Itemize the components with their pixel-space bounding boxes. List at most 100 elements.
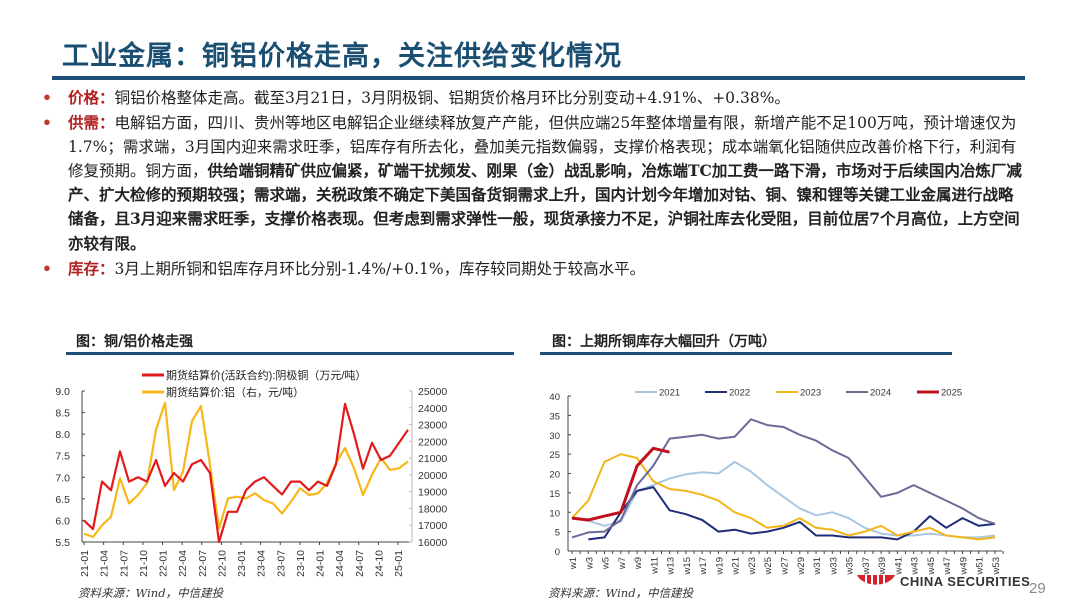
slide-title: 工业金属：铜铝价格走高，关注供给变化情况: [62, 41, 622, 72]
shfe-copper-inventory-chart: 40 35 30 25 20 15 10 5 0 w1 w3 w5 w7 w9 w11 w13 w15 w17 w1…: [549, 388, 1004, 575]
left-figure-title: 图：铜/铝价格走强: [76, 334, 194, 350]
legend-label: 2025: [941, 388, 962, 399]
x-tick-label: 24-04: [334, 550, 346, 577]
brand-name: CHINA SECURITIES: [900, 574, 1031, 589]
y2-tick-label: 20000: [418, 470, 447, 482]
x-tick-label: w3: [584, 557, 595, 570]
x-tick-label: w37: [861, 557, 872, 575]
x-tick-label: 24-10: [373, 550, 385, 577]
x-tick-label: w43: [910, 557, 921, 575]
legend-label: 期货结算价:铝（右，元/吨）: [166, 385, 304, 399]
y-tick-label: 9.0: [55, 386, 70, 398]
x-tick-label: 25-01: [393, 550, 405, 577]
x-tick-label: 21-07: [118, 550, 130, 577]
x-tick-label: w45: [926, 557, 937, 575]
bullet-supply-demand: • 供需：电解铝方面，四川、贵州等地区电解铝企业继续释放复产产能，但供应端25年…: [42, 111, 1022, 256]
bullet-dot-icon: •: [42, 113, 52, 133]
bullet-key: 库存：: [68, 259, 115, 279]
x-tick-label: w39: [877, 557, 888, 575]
x-tick-label: w5: [601, 557, 612, 570]
y-tick-label: 35: [549, 411, 560, 422]
y-tick-label: 8.5: [55, 408, 70, 420]
bullet-dot-icon: •: [42, 88, 52, 107]
x-tick-label: w7: [617, 557, 628, 570]
y-tick-label: 15: [549, 489, 560, 500]
x-tick-label: w25: [763, 557, 774, 575]
bullet-inventory: • 库存：3月上期所铜和铝库存月环比分别-1.4%/+0.1%，库存较同期处于较…: [42, 257, 1022, 281]
left-figure-rule: [66, 352, 514, 355]
legend-label: 2023: [800, 388, 821, 399]
y-tick-label: 30: [549, 431, 560, 442]
x-tick-label: 21-10: [138, 550, 150, 577]
y-tick-label: 25: [549, 450, 560, 461]
x-tick-label: 23-07: [275, 550, 287, 577]
series-line: [83, 401, 409, 539]
y2-tick-label: 23000: [418, 420, 447, 432]
x-tick-label: w17: [698, 557, 709, 575]
bullet-text: 3月上期所铜和铝库存月环比分别-1.4%/+0.1%，库存较同期处于较高水平。: [114, 260, 646, 279]
y2-tick-label: 18000: [418, 503, 447, 515]
y2-tick-label: 21000: [418, 453, 447, 465]
x-tick-label: w51: [975, 557, 986, 575]
series-line: [83, 402, 409, 544]
copper-aluminum-price-chart: 9.0 8.5 8.0 7.5 7.0 6.5 6.0 5.5 25000 24000 23000 2…: [55, 368, 447, 577]
x-tick-label: 23-04: [256, 550, 268, 577]
y-tick-label: 10: [549, 508, 560, 519]
y-tick-label: 40: [549, 392, 560, 403]
x-tick-label: 22-10: [216, 550, 228, 577]
left-figure-source: 资料来源：Wind，中信建投: [78, 586, 224, 600]
x-tick-label: 24-07: [354, 550, 366, 577]
x-tick-label: w33: [828, 557, 839, 575]
x-tick-label: w1: [568, 557, 579, 570]
x-tick-label: w47: [942, 557, 953, 575]
x-tick-label: w11: [649, 557, 660, 575]
x-tick-label: w23: [747, 557, 758, 575]
china-securities-logo-icon: [857, 575, 895, 586]
right-figure-title: 图：上期所铜库存大幅回升（万吨）: [552, 334, 776, 350]
right-figure-rule: [540, 352, 952, 355]
right-figure-source: 资料来源：Wind，中信建投: [548, 586, 694, 600]
x-tick-label: 23-01: [236, 550, 248, 577]
y-tick-label: 6.0: [55, 515, 70, 527]
y2-tick-label: 19000: [418, 487, 447, 499]
y-tick-label: 5.5: [55, 537, 70, 549]
series-line-2022: [588, 486, 996, 541]
y2-tick-label: 24000: [418, 403, 447, 415]
y-tick-label: 7.5: [55, 451, 70, 463]
y-tick-label: 0: [555, 547, 560, 558]
x-tick-label: 22-01: [158, 550, 170, 577]
x-tick-label: 24-01: [315, 550, 327, 577]
y-tick-label: 20: [549, 470, 560, 481]
series-line-2023: [571, 453, 996, 541]
bullet-key: 供需：: [68, 113, 115, 133]
x-tick-label: w49: [958, 557, 969, 575]
series-line-2024: [571, 418, 996, 539]
bullet-text-bold: 供给端铜精矿供应偏紧，矿端干扰频发、刚果（金）战乱影响，冶炼端TC加工费一路下滑…: [68, 160, 1022, 253]
x-tick-label: w29: [796, 557, 807, 575]
legend-label: 2022: [729, 388, 750, 399]
x-tick-label: 21-04: [99, 550, 111, 577]
x-tick-label: w35: [845, 557, 856, 575]
y2-tick-label: 22000: [418, 436, 447, 448]
x-tick-label: 22-07: [197, 550, 209, 577]
x-tick-label: w15: [682, 557, 693, 575]
x-tick-label: w27: [780, 557, 791, 575]
bullet-key: 价格：: [68, 88, 115, 107]
legend-label: 期货结算价(活跃合约):阴极铜（万元/吨）: [166, 368, 366, 382]
x-tick-label: w21: [731, 557, 742, 575]
bullet-list: • 价格：铜铝价格整体走高。截至3月21日，3月阴极铜、铝期货价格月环比分别变动…: [42, 86, 1022, 282]
y-tick-label: 8.0: [55, 429, 70, 441]
y2-tick-label: 17000: [418, 520, 447, 532]
x-tick-label: 22-04: [177, 550, 189, 577]
x-tick-label: w41: [893, 557, 904, 575]
x-tick-label: w31: [812, 557, 823, 575]
y2-tick-label: 25000: [418, 386, 447, 398]
x-tick-label: 23-10: [295, 550, 307, 577]
legend-label: 2024: [870, 388, 891, 399]
y-tick-label: 7.0: [55, 472, 70, 484]
x-tick-label: w9: [633, 557, 644, 570]
x-tick-label: 21-01: [79, 550, 91, 577]
series-line-2025: [571, 446, 670, 522]
page-number: 29: [1029, 580, 1046, 597]
bullet-dot-icon: •: [42, 259, 52, 279]
